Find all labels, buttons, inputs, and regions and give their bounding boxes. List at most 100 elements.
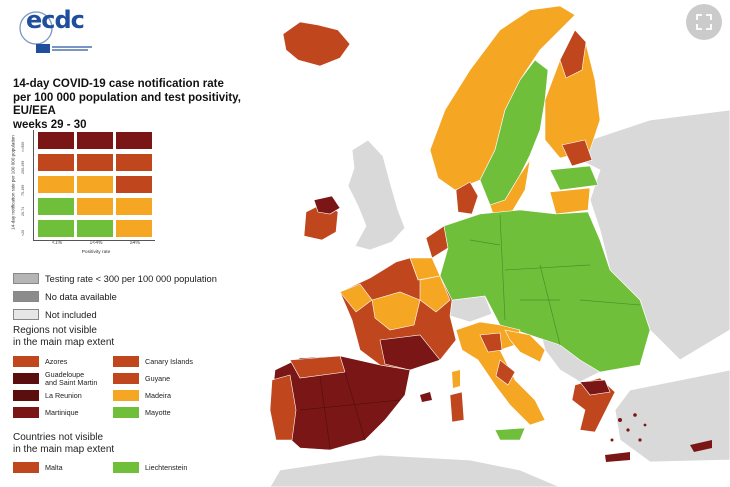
balearic [420,392,432,402]
matrix-cell [76,131,114,150]
matrix-cell [115,175,153,194]
legend-no-data: No data available [13,290,117,303]
testing-rate-swatch [13,273,39,284]
corsica [452,370,460,388]
region-label: Mayotte [145,407,171,417]
not-included-swatch [13,309,39,320]
finland-north [559,29,587,79]
italy-north [479,332,503,353]
france-south [379,334,441,371]
matrix-cell [115,131,153,150]
denmark [455,181,479,215]
matrix-cell [76,219,114,238]
region-label: Guadeloupe and Saint Martin [45,370,98,387]
matrix-cell [37,131,75,150]
y-tick-1: 200-499 [21,160,25,174]
y-tick-4: <20 [21,229,25,236]
x-tick-2: ≥4% [130,240,140,246]
country-legend-item: Malta [13,461,63,474]
northern-ireland [313,195,341,215]
central-europe [439,209,651,373]
matrix-cell [115,153,153,172]
ecdc-logo [12,6,102,56]
region-label: Azores [45,356,68,366]
region-label: Martinique [45,407,79,417]
country-legend-item: Liechtenstein [113,461,187,474]
region-legend-item: Guadeloupe and Saint Martin [13,370,98,387]
matrix-y-label: 14-day notification rate per 100 000 pop… [10,135,16,230]
region-legend-item: Martinique [13,406,79,419]
region-swatch [13,407,39,418]
region-legend-item: Canary Islands [113,355,193,368]
region-swatch [13,390,39,401]
switzerland-landmass [449,295,493,323]
region-label: Madeira [145,390,171,400]
title-line-1: 14-day COVID-19 case notification rate [13,78,224,90]
legend-testing-rate: Testing rate < 300 per 100 000 populatio… [13,272,217,285]
north-africa-landmass [269,454,561,487]
country-swatch [13,462,39,473]
estonia [561,139,593,167]
title-line-3: weeks 29 - 30 [13,118,87,131]
country-label: Liechtenstein [145,462,188,472]
lithuania [549,187,591,215]
region-label: Guyane [145,373,171,383]
region-swatch [13,373,39,384]
matrix-cell [115,219,153,238]
croatia [504,329,546,363]
matrix-x-axis [33,240,155,241]
iberia-borders [299,371,401,449]
region-swatch [13,356,39,367]
ecdc-logo-text: ecdc [26,6,85,34]
map-title: 14-day COVID-19 case notification rate p… [13,78,273,132]
matrix-cell [37,153,75,172]
cyprus [690,440,712,452]
region-swatch [113,390,139,401]
matrix-cell [76,175,114,194]
country-label: Malta [45,462,63,472]
region-legend-item: Guyane [113,372,170,385]
region-label: Canary Islands [145,356,193,366]
expand-icon [696,14,712,30]
region-swatch [113,407,139,418]
matrix-x-label: Positivity rate [81,250,111,255]
logo-emblem [19,11,92,53]
turkey-landmass [614,369,730,463]
title-line-2: per 100 000 population and test positivi… [13,91,241,118]
y-tick-3: 20-74 [21,206,25,216]
y-tick-0: >=500 [21,141,25,152]
region-label: La Reunion [45,390,82,400]
no-data-label: No data available [45,291,117,302]
crete [605,452,630,462]
countries-heading: Countries not visible in the main map ex… [13,432,115,455]
legend-not-included: Not included [13,308,97,321]
region-legend-item: La Reunion [13,389,82,402]
italy-center [495,359,516,386]
country-swatch [113,462,139,473]
region-legend-item: Azores [13,355,67,368]
region-legend-item: Madeira [113,389,171,402]
greek-islands [610,413,647,442]
uk-landmass [347,139,406,251]
france-east [419,275,451,313]
latvia [549,165,599,191]
y-tick-2: 75-199 [21,184,25,196]
portugal [269,374,297,441]
testing-rate-label: Testing rate < 300 per 100 000 populatio… [45,273,217,284]
iceland [282,21,351,67]
expand-button[interactable] [686,4,722,40]
matrix-cell [37,197,75,216]
not-included-label: Not included [45,309,97,320]
regions-heading: Regions not visible in the main map exte… [13,325,115,348]
greece-north [579,379,611,396]
x-tick-0: <1% [51,240,63,246]
region-swatch [113,356,139,367]
matrix-cell [76,153,114,172]
x-tick-1: 1<4% [89,240,103,246]
matrix-y-axis [33,130,34,240]
matrix-cell [76,197,114,216]
region-legend-item: Mayotte [113,406,171,419]
sardinia [449,391,465,423]
matrix-cell [115,197,153,216]
